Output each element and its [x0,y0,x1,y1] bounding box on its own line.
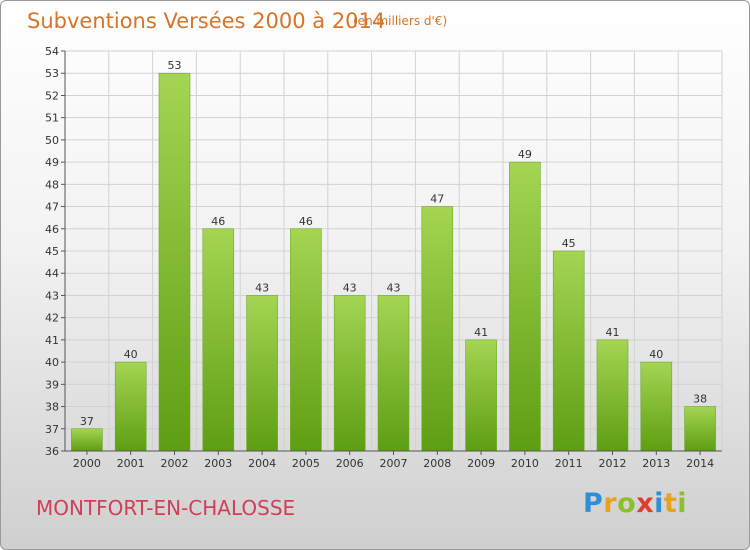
x-tick-label-2005: 2005 [292,457,320,470]
bar-2008 [421,206,454,452]
logo-letter: o [617,488,637,519]
bar-2002 [158,72,191,452]
y-tick-label-44: 44 [45,267,59,280]
y-tick-label-36: 36 [45,445,59,458]
y-tick-label-48: 48 [45,178,59,191]
value-label-2001: 40 [124,348,138,361]
proxiti-logo: Proxiti [583,488,687,519]
x-tick-label-2002: 2002 [161,457,189,470]
bars [71,72,716,452]
value-label-2014: 38 [693,393,707,406]
value-label-2005: 46 [299,215,313,228]
y-tick-label-38: 38 [45,401,59,414]
logo-letter: r [603,488,618,519]
bar-2011 [552,250,585,452]
value-label-2013: 40 [649,348,663,361]
x-tick-label-2010: 2010 [511,457,539,470]
logo-letter: t [663,488,678,519]
logo-letter: i [654,488,664,519]
y-tick-label-39: 39 [45,378,59,391]
logo-letter: x [636,488,655,519]
y-tick-label-50: 50 [45,134,59,147]
chart-subtitle: (en milliers d'€) [353,14,448,28]
y-tick-label-49: 49 [45,156,59,169]
value-labels: 37 40 53 46 43 46 43 43 47 41 49 45 41 40 38 [80,59,707,428]
y-tick-label-54: 54 [45,45,59,58]
bar-2013 [640,361,673,452]
value-label-2008: 47 [430,193,444,206]
x-tick-labels: 2000 2001 2002 2003 2004 2005 2006 2007 2008 2009… [73,457,714,470]
bar-2009 [465,339,497,452]
value-label-2012: 41 [606,326,620,339]
x-tick-label-2006: 2006 [336,457,364,470]
axes [61,50,722,455]
commune-name: MONTFORT-EN-CHALOSSE [36,496,296,520]
y-tick-label-53: 53 [45,67,59,80]
y-tick-labels: 36 37 38 39 40 41 42 43 44 45 46 47 48 49 50 51 52 53 54 [45,45,59,458]
x-tick-label-2014: 2014 [686,457,714,470]
value-label-2006: 43 [343,281,357,294]
value-label-2000: 37 [80,415,94,428]
y-tick-label-46: 46 [45,223,59,236]
y-tick-label-51: 51 [45,112,59,125]
y-tick-label-47: 47 [45,201,59,214]
x-tick-label-2009: 2009 [467,457,495,470]
x-tick-label-2007: 2007 [380,457,408,470]
bar-2000 [71,428,103,452]
bar-2001 [114,361,147,452]
y-tick-label-42: 42 [45,312,59,325]
value-label-2002: 53 [168,59,182,72]
x-tick-label-2000: 2000 [73,457,101,470]
logo-letter: i [677,488,688,519]
bar-2014 [684,406,716,452]
value-label-2010: 49 [518,148,532,161]
bar-2010 [509,161,541,452]
x-tick-label-2004: 2004 [248,457,276,470]
value-label-2011: 45 [562,237,576,250]
value-label-2004: 43 [255,281,269,294]
bar-2007 [377,295,410,452]
bar-2005 [290,228,322,452]
x-tick-label-2013: 2013 [642,457,670,470]
bar-2012 [596,339,629,452]
y-tick-label-41: 41 [45,334,59,347]
bar-2004 [246,295,278,452]
bar-2003 [202,228,235,452]
value-label-2009: 41 [474,326,488,339]
value-label-2007: 43 [387,281,401,294]
y-tick-label-45: 45 [45,245,59,258]
chart-title: Subventions Versées 2000 à 2014 [27,9,386,33]
value-label-2003: 46 [211,215,225,228]
x-tick-label-2003: 2003 [204,457,232,470]
y-tick-label-43: 43 [45,289,59,302]
bar-2006 [333,295,366,452]
logo-letter: P [583,488,604,519]
x-tick-label-2001: 2001 [117,457,145,470]
x-tick-label-2011: 2011 [555,457,583,470]
x-tick-label-2008: 2008 [423,457,451,470]
x-tick-label-2012: 2012 [599,457,627,470]
y-tick-label-52: 52 [45,89,59,102]
y-tick-label-40: 40 [45,356,59,369]
y-tick-label-37: 37 [45,423,59,436]
